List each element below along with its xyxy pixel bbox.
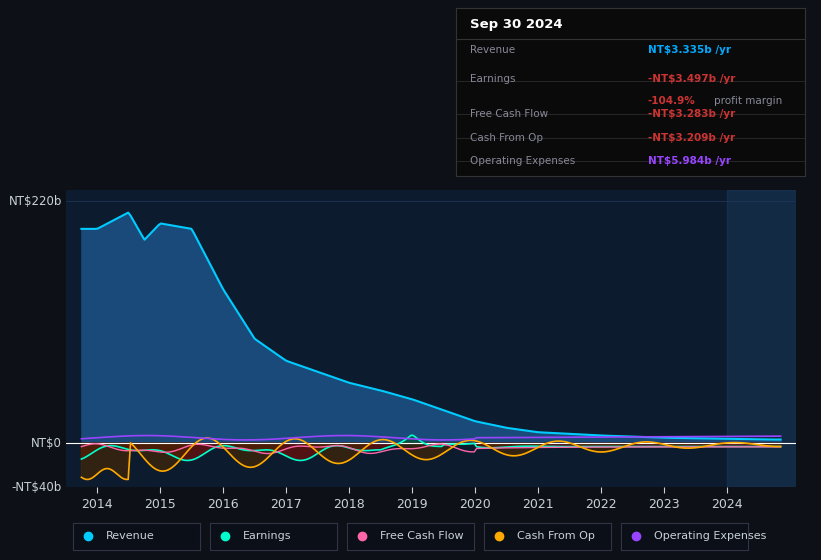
Text: NT$5.984b /yr: NT$5.984b /yr [648, 156, 731, 166]
Text: Earnings: Earnings [470, 74, 515, 84]
Text: Earnings: Earnings [243, 531, 291, 542]
Bar [727, 190, 796, 487]
Text: Revenue: Revenue [470, 45, 515, 55]
Text: Operating Expenses: Operating Expenses [470, 156, 575, 166]
Text: NT$0: NT$0 [31, 437, 62, 450]
Text: Cash From Op: Cash From Op [470, 133, 543, 143]
Text: NT$220b: NT$220b [9, 195, 62, 208]
Text: Revenue: Revenue [106, 531, 154, 542]
Text: Sep 30 2024: Sep 30 2024 [470, 18, 562, 31]
Text: Cash From Op: Cash From Op [517, 531, 595, 542]
Text: -NT$3.209b /yr: -NT$3.209b /yr [648, 133, 735, 143]
Text: -NT$3.497b /yr: -NT$3.497b /yr [648, 74, 735, 84]
Text: Operating Expenses: Operating Expenses [654, 531, 767, 542]
Text: NT$3.335b /yr: NT$3.335b /yr [648, 45, 731, 55]
Text: -NT$40b: -NT$40b [11, 480, 62, 494]
Text: -104.9%: -104.9% [648, 96, 695, 106]
Text: Free Cash Flow: Free Cash Flow [380, 531, 464, 542]
Text: -NT$3.283b /yr: -NT$3.283b /yr [648, 109, 735, 119]
Text: profit margin: profit margin [713, 96, 782, 106]
Text: Free Cash Flow: Free Cash Flow [470, 109, 548, 119]
